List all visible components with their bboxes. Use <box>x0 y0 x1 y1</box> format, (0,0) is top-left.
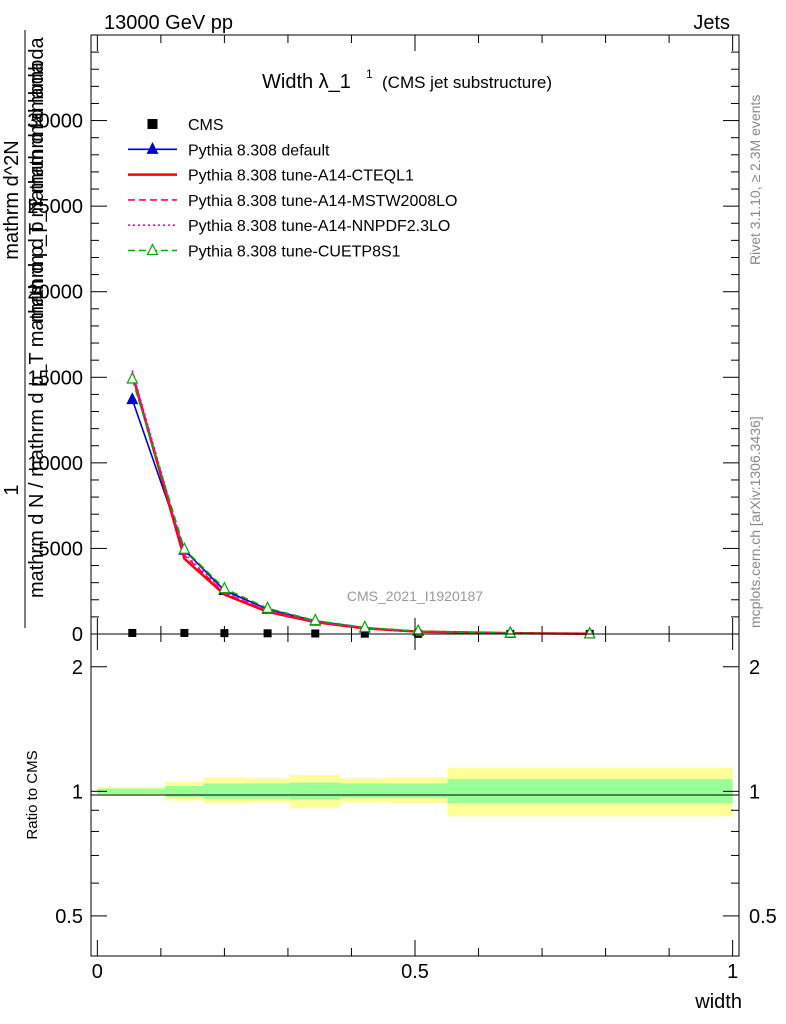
rivet-version-label: Rivet 3.1.10, ≥ 2.3M events <box>747 95 763 265</box>
legend-label: Pythia 8.308 default <box>188 142 330 159</box>
mcplots-label: mcplots.cern.ch [arXiv:1306.3436] <box>747 416 763 628</box>
series-marker-5 <box>309 613 322 626</box>
header-left: 13000 GeV pp <box>104 12 233 34</box>
legend-marker-5 <box>146 243 159 256</box>
series-marker-1 <box>126 392 139 405</box>
x-axis-title: width <box>694 991 742 1013</box>
main-y-tick-label: 25000 <box>27 196 83 218</box>
analysis-watermark: CMS_2021_I1920187 <box>347 588 483 604</box>
ratio-stat-band <box>388 783 448 798</box>
x-tick-label: 0 <box>92 961 103 983</box>
ratio-y-tick-label-left: 2 <box>72 657 83 679</box>
main-y-tick-label: 10000 <box>27 453 83 475</box>
cms-data-point <box>220 629 229 638</box>
ratio-stat-band <box>289 782 341 800</box>
series-marker-5 <box>178 541 191 554</box>
legend-marker-1 <box>146 141 159 154</box>
ratio-stat-band <box>340 783 389 798</box>
cms-data-point <box>180 628 189 637</box>
legend-label: CMS <box>188 117 224 134</box>
main-y-tick-label: 5000 <box>39 538 84 560</box>
main-y-tick-label: 30000 <box>27 111 83 133</box>
legend-label: Pythia 8.308 tune-A14-NNPDF2.3LO <box>188 218 450 235</box>
series-marker-5 <box>412 623 425 636</box>
ratio-y-tick-label-right: 1 <box>749 781 760 803</box>
ratio-y-axis-title: Ratio to CMS <box>24 750 41 839</box>
legend-label: Pythia 8.308 tune-A14-CTEQL1 <box>188 168 414 185</box>
header-right: Jets <box>693 12 730 34</box>
plot-title: Width λ_1 1 (CMS jet substructure) <box>262 67 552 93</box>
legend-marker-cms <box>147 119 158 129</box>
ratio-stat-band <box>447 779 733 804</box>
y-axis-top-frac: mathrm d p_T mathrm d lambda <box>26 36 48 322</box>
y-axis-numerator: 1 <box>1 484 23 495</box>
series-marker-5 <box>583 626 596 639</box>
series-marker-5 <box>218 581 231 594</box>
plot-title-main: Width λ_1 <box>262 71 351 93</box>
series-marker-5 <box>261 600 274 613</box>
legend-label: Pythia 8.308 tune-A14-MSTW2008LO <box>188 193 457 210</box>
ratio-y-tick-label-left: 1 <box>72 781 83 803</box>
series-marker-5 <box>126 371 139 384</box>
series-marker-5 <box>358 620 371 633</box>
main-y-tick-label: 0 <box>72 624 83 646</box>
plot-title-superscript: 1 <box>366 67 373 81</box>
ratio-stat-band <box>165 786 204 797</box>
y-axis-denominator: mathrm d N / mathrm d p_T mathrm d p_T m… <box>26 61 48 598</box>
main-y-tick-label: 20000 <box>27 282 83 304</box>
main-y-tick-label: 15000 <box>27 367 83 389</box>
cms-data-point <box>128 628 137 637</box>
legend-label: Pythia 8.308 tune-CUETP8S1 <box>188 244 401 261</box>
ratio-y-tick-label-left: 0.5 <box>55 906 83 928</box>
ratio-y-tick-label-right: 0.5 <box>749 906 777 928</box>
ratio-stat-band <box>97 788 166 795</box>
y-axis-top: mathrm d^2N <box>1 140 23 259</box>
x-tick-label: 1 <box>727 961 738 983</box>
ratio-stat-band <box>203 783 247 799</box>
legend: CMS Pythia 8.308 default Pythia 8.308 tune… <box>128 117 457 261</box>
x-tick-label: 0.5 <box>401 961 429 983</box>
plot-subtitle: (CMS jet substructure) <box>382 73 552 92</box>
ratio-stat-band <box>246 783 290 799</box>
y-axis-title: 1 mathrm d N / mathrm d p_T mathrm d p_T… <box>1 30 48 628</box>
ratio-y-tick-label-right: 2 <box>749 657 760 679</box>
cms-data-point <box>263 629 272 638</box>
series-marker-5 <box>504 625 517 638</box>
cms-data-point <box>311 629 320 638</box>
